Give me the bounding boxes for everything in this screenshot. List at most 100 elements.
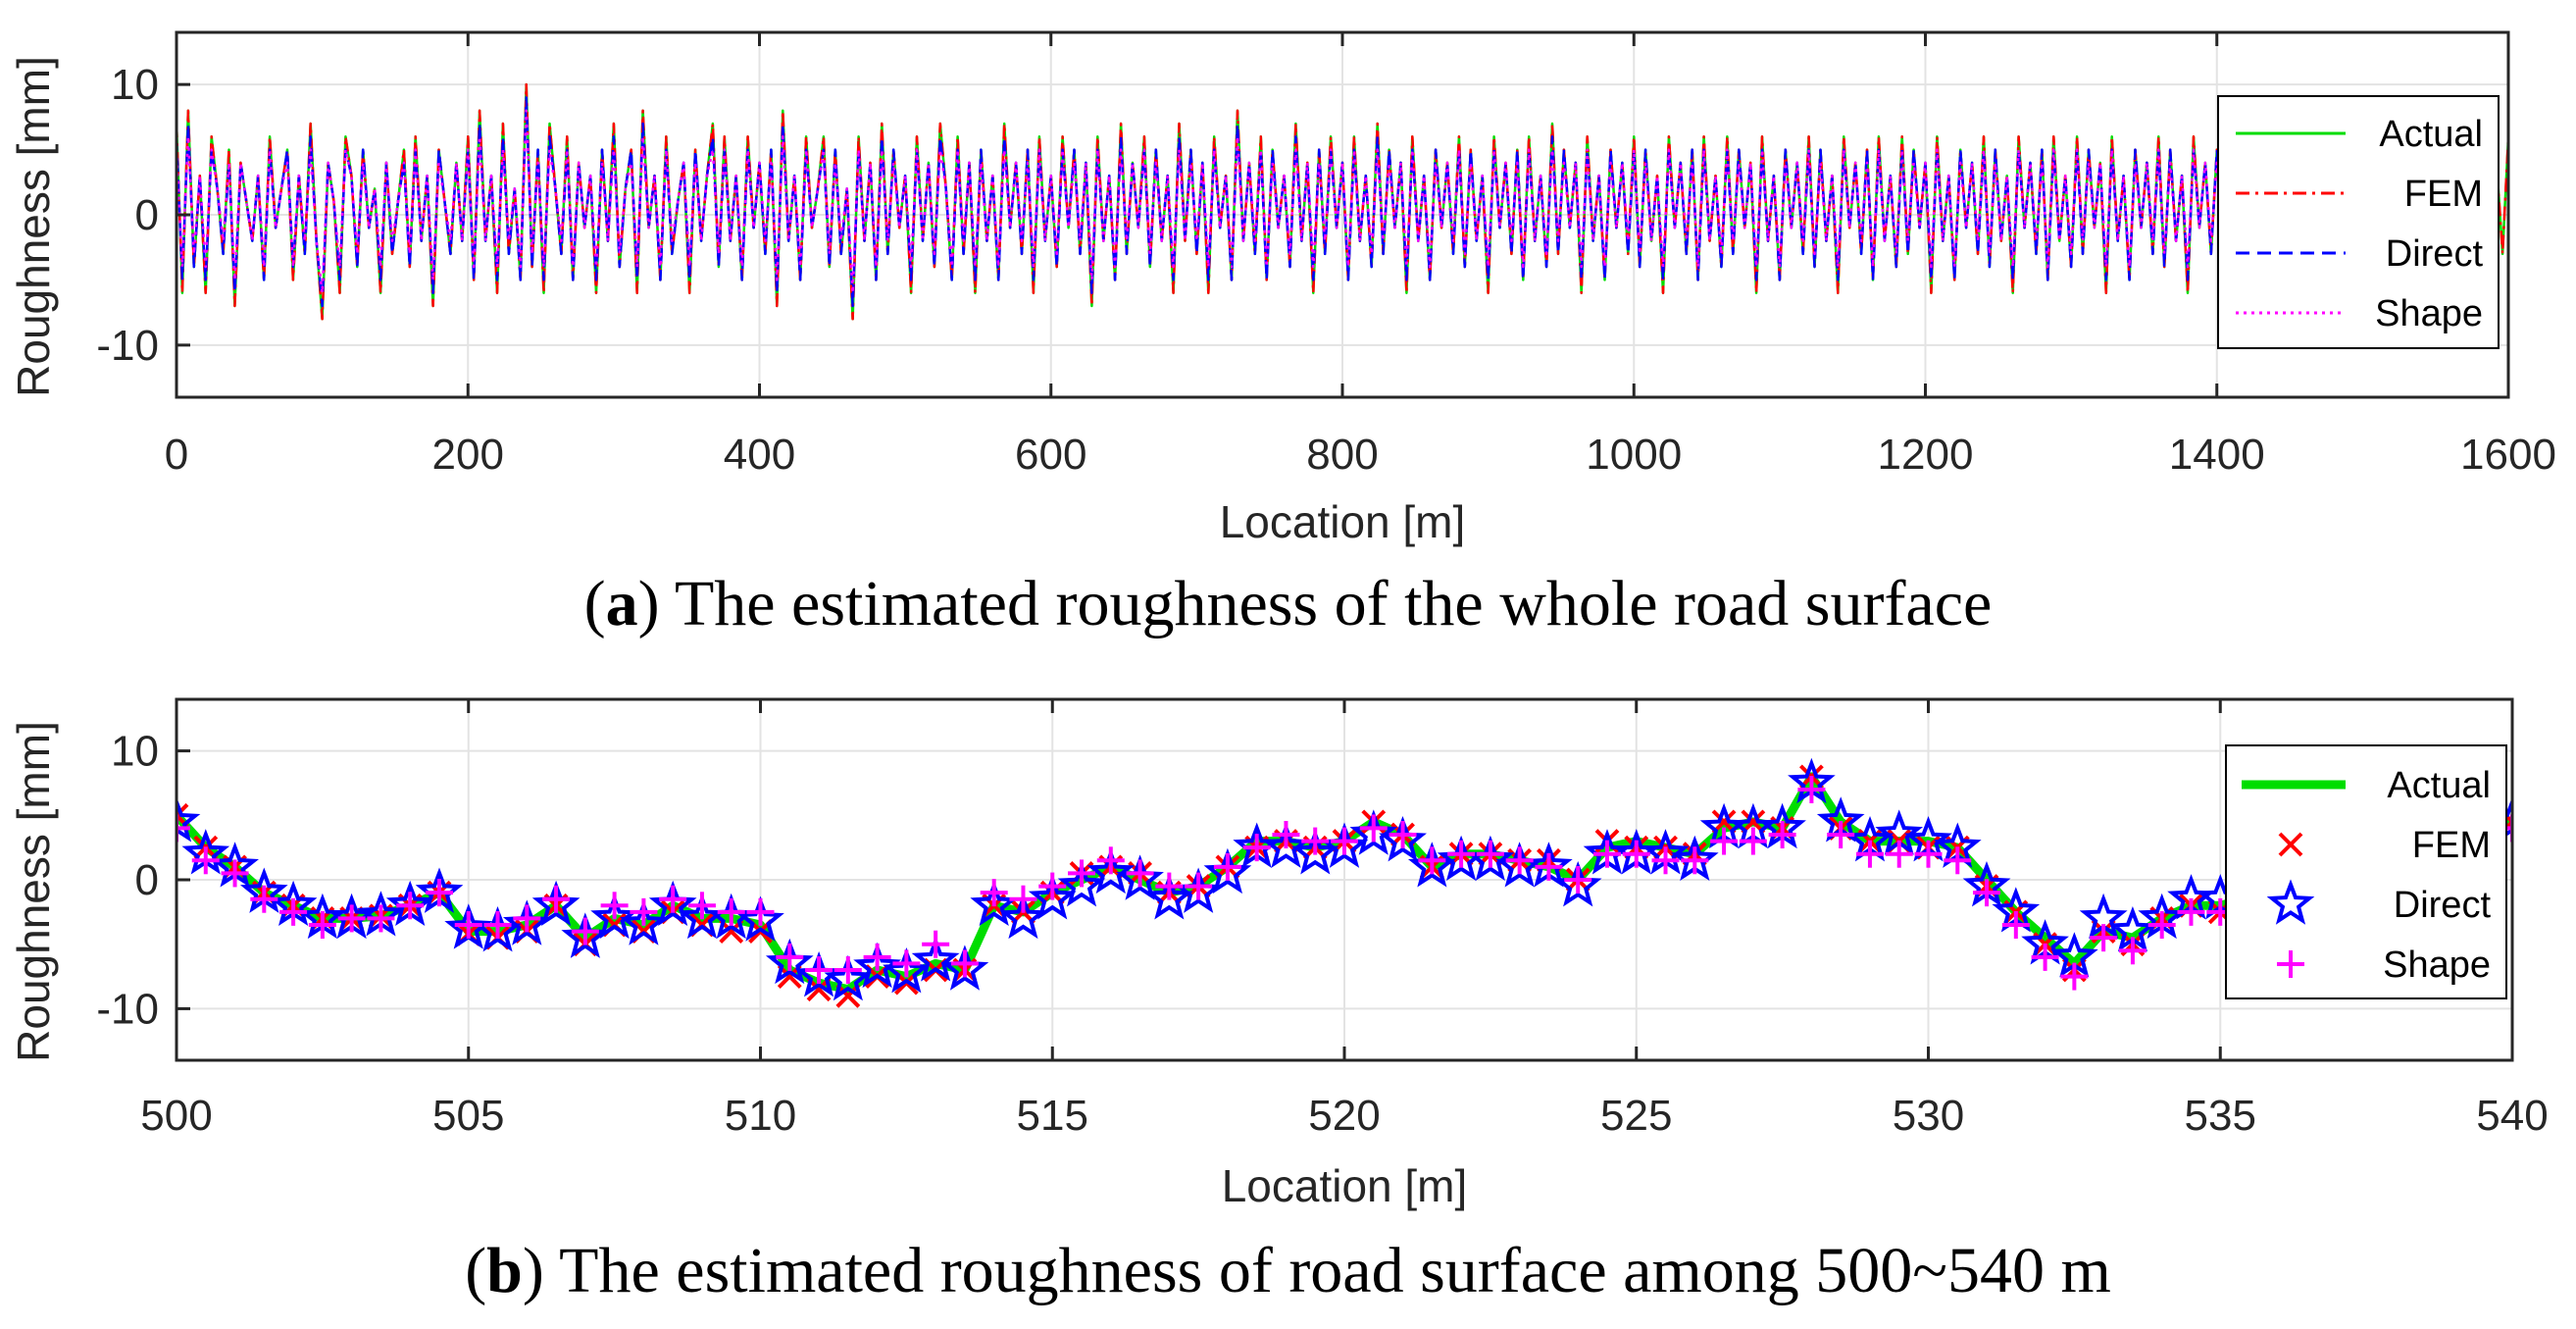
marker-shape [1096, 846, 1125, 875]
x-tick-label: 505 [432, 1092, 504, 1140]
legend-entry-direct: Direct [2236, 233, 2483, 275]
x-tick-label: 400 [724, 431, 795, 479]
caption-letter-a: a [605, 568, 638, 639]
legend-entry-actual: Actual [2236, 114, 2483, 155]
legend-sample-fem [2278, 832, 2303, 857]
marker-shape [1914, 840, 1943, 868]
marker-direct [1379, 815, 1427, 862]
legend-sample-shape [2277, 950, 2304, 978]
marker-shape [1535, 852, 1563, 881]
marker-direct [561, 912, 610, 958]
marker-shape [1301, 827, 1330, 855]
marker-shape [1213, 852, 1241, 881]
legend-label-shape-b: Shape [2383, 945, 2491, 986]
marker-shape [922, 930, 950, 958]
marker-shape [892, 949, 921, 978]
x-tick-label: 525 [1600, 1092, 1672, 1140]
legend-entry-fem: FEM [2236, 174, 2483, 215]
legend-label-actual: Actual [2379, 114, 2483, 155]
marker-shape [1710, 827, 1739, 855]
marker-shape [1739, 827, 1767, 855]
caption-b: (b) The estimated roughness of road surf… [465, 1235, 2111, 1306]
marker-shape [2090, 924, 2118, 952]
ticks-a: 0 200 400 600 800 1000 1200 1400 1600 -10 0 10 [96, 32, 2556, 479]
marker-direct [1086, 847, 1136, 895]
marker-direct [1057, 860, 1106, 907]
caption-text-a: ) The estimated roughness of the whole r… [637, 568, 1993, 639]
x-axis-label-b: Location [m] [1222, 1160, 1468, 1211]
x-tick-label: 1400 [2169, 431, 2265, 479]
marker-shape [2060, 962, 2089, 991]
marker-direct [736, 895, 784, 942]
chart-panel-b: 500 505 510 515 520 525 530 535 540 -10 0 10 Locati… [8, 697, 2549, 1211]
x-tick-label: 510 [725, 1092, 796, 1140]
ticks-b: 500 505 510 515 520 525 530 535 540 -10 0 10 [96, 699, 2549, 1140]
legend-box-a [2217, 95, 2500, 349]
marker-direct [824, 954, 873, 1001]
y-tick-label: -10 [96, 985, 159, 1033]
legend-label-direct: Direct [2386, 233, 2484, 275]
marker-shape [1009, 885, 1037, 913]
marker-shape [454, 911, 482, 939]
marker-shape [1768, 821, 1796, 848]
x-tick-label: 1600 [2460, 431, 2556, 479]
x-tick-label: 200 [432, 431, 504, 479]
marker-shape [1827, 821, 1855, 848]
caption-text-b: ) The estimated roughness of road surfac… [522, 1235, 2111, 1306]
marker-direct [707, 893, 756, 940]
marker-shape [1418, 846, 1446, 875]
legend-entry-actual-b: Actual [2242, 765, 2491, 806]
x-tick-label: 800 [1306, 431, 1378, 479]
marker-shape [630, 897, 658, 926]
marker-fem [835, 983, 861, 1008]
x-tick-label: 530 [1893, 1092, 1964, 1140]
marker-shape [308, 911, 336, 939]
marker-direct [531, 880, 581, 927]
marker-direct [765, 938, 814, 985]
marker-direct [474, 905, 522, 952]
marker-direct [853, 942, 901, 989]
marker-shape [1855, 840, 1884, 868]
marker-shape [2177, 897, 2205, 926]
marker-shape [1038, 872, 1067, 900]
marker-direct [590, 893, 638, 940]
marker-shape [279, 897, 308, 926]
caption-letter-b: b [486, 1235, 523, 1306]
marker-shape [1797, 776, 1826, 803]
marker-shape [746, 897, 775, 926]
x-tick-label: 535 [2185, 1092, 2256, 1140]
marker-shape [1944, 846, 1972, 875]
marker-shape [1651, 846, 1680, 875]
marker-shape [177, 814, 190, 843]
marker-shape [717, 897, 745, 926]
marker-direct [911, 936, 960, 982]
marker-shape [1476, 840, 1504, 868]
marker-shape [1272, 821, 1300, 848]
marker-shape [1447, 840, 1476, 868]
legend-entry-shape-b: Shape [2277, 945, 2491, 986]
series-line-shape [177, 109, 2335, 294]
marker-shape [1359, 814, 1388, 843]
marker-direct [883, 946, 931, 994]
marker-direct [648, 880, 697, 927]
x-tick-label: 600 [1015, 431, 1086, 479]
y-axis-label-a: Roughness [mm] [8, 56, 59, 397]
marker-direct [502, 899, 551, 946]
marker-direct [794, 950, 843, 997]
marker-direct [1290, 829, 1339, 875]
marker-shape [1564, 866, 1592, 894]
legend-a: Actual FEM Direct Shape [2217, 95, 2500, 349]
marker-shape [805, 956, 833, 984]
legend-b: Actual FEM Direct Shape [2225, 744, 2507, 999]
y-tick-label: 0 [135, 191, 159, 239]
legend-entry-direct-b: Direct [2266, 879, 2491, 926]
marker-shape [600, 892, 629, 920]
legend-label-actual-b: Actual [2387, 765, 2491, 806]
y-axis-label-b: Roughness [mm] [8, 721, 59, 1062]
marker-shape [2001, 911, 2030, 939]
series-b [177, 757, 2512, 1008]
y-tick-label: 10 [111, 61, 159, 109]
marker-shape [1681, 846, 1709, 875]
legend-label-fem-b: FEM [2412, 825, 2491, 866]
